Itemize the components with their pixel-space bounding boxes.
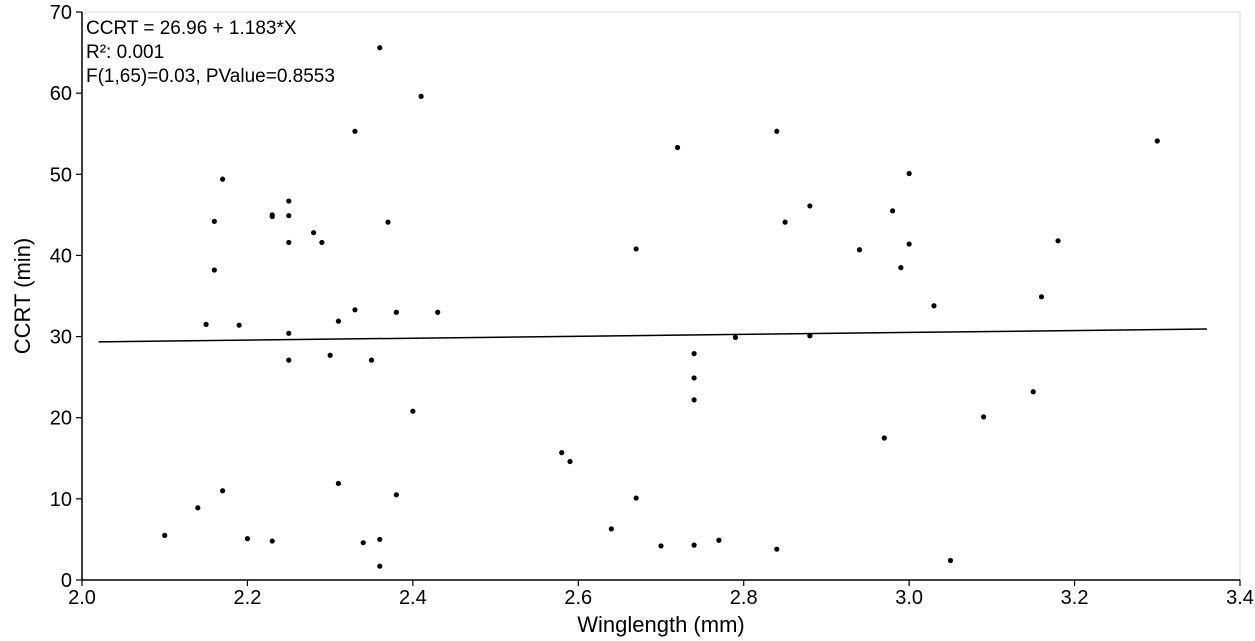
- data-point: [881, 435, 887, 441]
- data-point: [732, 334, 739, 340]
- x-tick-label: 3.4: [1226, 587, 1254, 609]
- data-point: [658, 543, 664, 549]
- data-point: [393, 309, 399, 315]
- data-point: [898, 265, 904, 271]
- data-point: [906, 170, 912, 177]
- data-point: [352, 307, 358, 313]
- plot-frame: [81, 11, 1241, 581]
- y-tick-label: 60: [50, 83, 72, 105]
- data-point: [1030, 389, 1036, 395]
- data-point: [211, 218, 217, 224]
- data-point: [1154, 138, 1160, 144]
- data-point: [691, 397, 697, 403]
- data-point: [244, 536, 251, 542]
- data-point: [286, 357, 292, 363]
- data-point: [385, 219, 391, 225]
- data-point: [931, 303, 937, 309]
- data-point: [220, 488, 226, 494]
- data-point: [906, 241, 912, 247]
- data-point: [269, 213, 275, 220]
- data-point: [368, 357, 375, 363]
- data-point: [807, 203, 813, 209]
- data-point: [269, 538, 275, 544]
- axis-ticks: 2.0 2.2 2.4 2.6 2.8 3.0 3.2 3.4 0 10 20 30 40 50 60 70: [50, 2, 1254, 609]
- data-point: [716, 537, 722, 543]
- data-point: [286, 330, 292, 336]
- data-point: [211, 267, 217, 273]
- data-point: [195, 505, 201, 511]
- data-point: [203, 321, 209, 327]
- data-point: [435, 309, 441, 315]
- data-point: [674, 144, 681, 151]
- data-point: [377, 536, 383, 543]
- data-point: [335, 318, 342, 324]
- y-tick-label: 0: [61, 570, 72, 592]
- regression-line-layer: [98, 328, 1207, 343]
- data-point: [980, 414, 987, 420]
- data-point: [286, 198, 292, 204]
- data-points: [162, 45, 1160, 569]
- x-tick-label: 2.8: [730, 587, 758, 609]
- data-point: [608, 526, 614, 532]
- x-tick-label: 2.2: [234, 587, 262, 609]
- annotation-r-squared: R²: 0.001: [86, 42, 164, 63]
- data-point: [567, 458, 573, 465]
- data-point: [393, 492, 399, 498]
- data-point: [633, 495, 639, 501]
- data-point: [782, 219, 788, 225]
- x-tick-label: 3.0: [895, 587, 923, 609]
- y-tick-label: 20: [50, 408, 72, 430]
- data-point: [774, 128, 780, 134]
- data-point: [559, 450, 565, 456]
- data-point: [890, 208, 896, 214]
- data-point: [410, 408, 416, 414]
- x-axis-title: Winglength (mm): [577, 612, 744, 637]
- data-point: [691, 542, 697, 548]
- data-point: [1055, 238, 1061, 244]
- y-tick-label: 10: [50, 489, 72, 511]
- data-point: [807, 333, 813, 339]
- data-point: [774, 546, 780, 552]
- data-point: [327, 352, 333, 358]
- data-point: [1038, 294, 1045, 300]
- data-point: [335, 480, 342, 487]
- data-point: [377, 563, 383, 569]
- data-point: [352, 128, 358, 134]
- annotation-f-test: F(1,65)=0.03, PValue=0.8553: [86, 66, 335, 87]
- y-tick-label: 40: [50, 245, 72, 267]
- data-point: [691, 351, 697, 357]
- data-point: [856, 247, 863, 253]
- data-point: [319, 239, 325, 246]
- x-tick-label: 3.2: [1061, 587, 1089, 609]
- x-tick-label: 2.4: [399, 587, 427, 609]
- data-point: [418, 93, 424, 99]
- y-tick-label: 50: [50, 164, 72, 186]
- y-tick-label: 30: [50, 327, 72, 349]
- regression-line: [98, 328, 1207, 343]
- data-point: [286, 239, 292, 246]
- data-point: [377, 45, 383, 51]
- data-point: [162, 532, 168, 538]
- y-axis-title: CCRT (min): [10, 238, 35, 355]
- x-tick-label: 2.0: [68, 587, 96, 609]
- data-point: [220, 176, 226, 182]
- annotation-equation: CCRT = 26.96 + 1.183*X: [86, 18, 297, 39]
- data-point: [311, 230, 317, 236]
- data-point: [286, 213, 292, 219]
- data-point: [691, 375, 697, 381]
- data-point: [360, 540, 366, 546]
- data-point: [236, 322, 242, 328]
- data-point: [633, 246, 639, 252]
- y-tick-label: 70: [50, 2, 72, 24]
- data-point: [947, 557, 954, 564]
- x-tick-label: 2.6: [564, 587, 592, 609]
